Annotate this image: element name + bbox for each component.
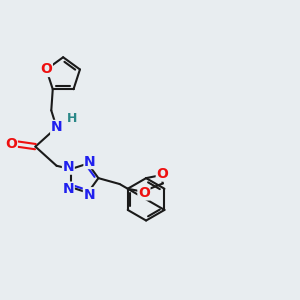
Text: N: N (83, 188, 95, 202)
Text: O: O (156, 167, 168, 181)
Text: O: O (138, 186, 150, 200)
Text: N: N (84, 154, 96, 169)
Text: O: O (40, 62, 52, 76)
Text: N: N (51, 121, 62, 134)
Text: N: N (62, 160, 74, 174)
Text: O: O (5, 137, 17, 151)
Text: H: H (67, 112, 77, 124)
Text: N: N (62, 182, 74, 196)
